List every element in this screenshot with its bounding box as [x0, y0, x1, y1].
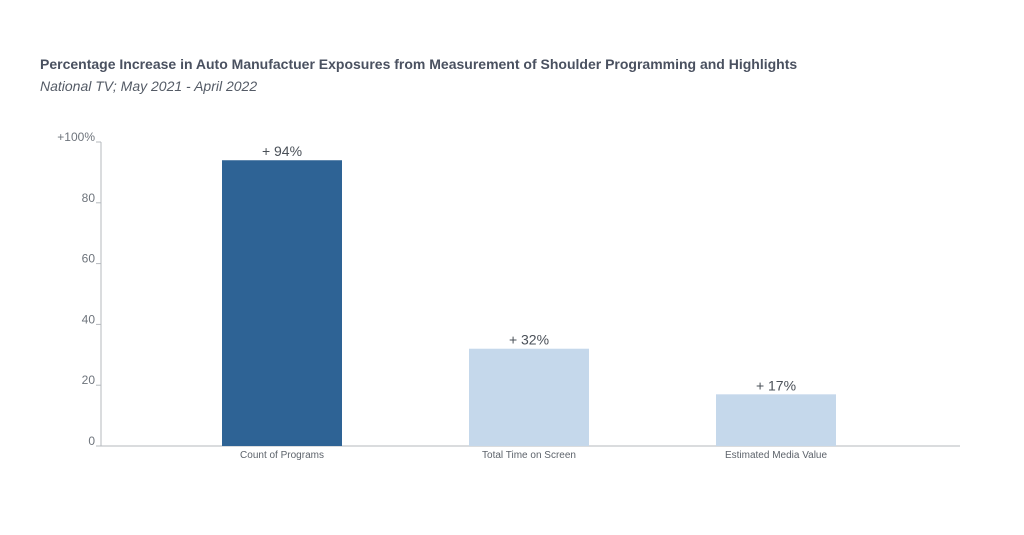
- y-tick-label: +100%: [57, 130, 95, 144]
- y-tick-label: 20: [82, 373, 96, 387]
- bar-count-of-programs: [222, 160, 342, 447]
- y-tick-label: 0: [88, 434, 95, 448]
- bar-value-label: + 17%: [756, 377, 796, 393]
- chart-title: Percentage Increase in Auto Manufactuer …: [40, 56, 798, 72]
- bar-estimated-media-value: [716, 394, 836, 446]
- y-tick-label: 80: [82, 191, 96, 205]
- y-tick-label: 60: [82, 252, 96, 266]
- chart-subtitle: National TV; May 2021 - April 2022: [40, 78, 258, 94]
- x-category-label: Total Time on Screen: [482, 450, 576, 461]
- bar-value-label: + 94%: [262, 143, 302, 159]
- y-tick-label: 40: [82, 312, 96, 326]
- bar-value-label: + 32%: [509, 332, 549, 348]
- x-category-label: Count of Programs: [240, 450, 324, 461]
- bar-total-time-on-screen: [469, 348, 589, 446]
- x-category-label: Estimated Media Value: [725, 450, 828, 461]
